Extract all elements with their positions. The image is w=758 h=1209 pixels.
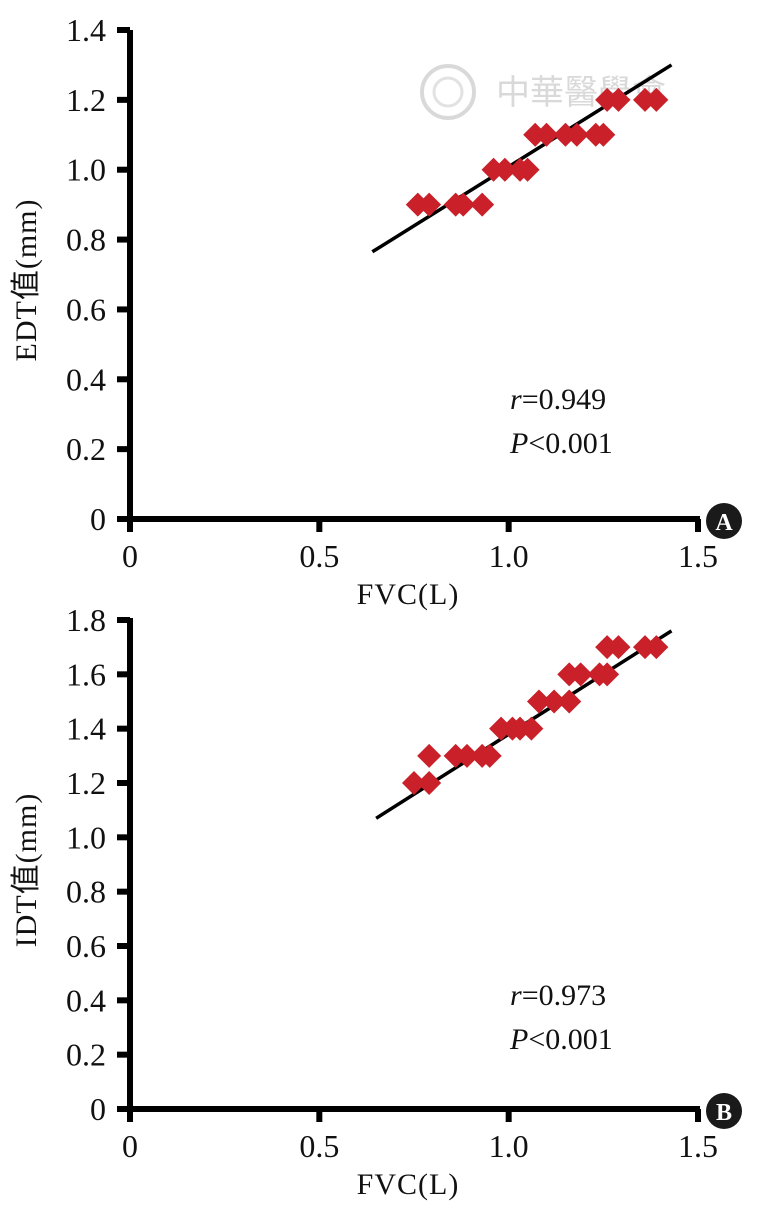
y-tick-label: 0.2 (66, 1037, 106, 1073)
data-point (526, 689, 551, 714)
x-tick-label: 0.5 (299, 1128, 339, 1164)
y-tick-label: 0.2 (66, 431, 106, 467)
y-tick-label: 0 (90, 501, 106, 537)
y-tick-label: 1.4 (66, 711, 106, 747)
data-point (417, 743, 442, 768)
data-point (451, 192, 476, 217)
y-tick-label: 0.4 (66, 361, 106, 397)
data-point (644, 635, 669, 660)
y-tick-label: 1.2 (66, 82, 106, 118)
y-tick-label: 0.8 (66, 222, 106, 258)
data-point (606, 635, 631, 660)
x-tick-label: 1.0 (489, 538, 529, 574)
y-tick-label: 1.8 (66, 602, 106, 638)
r-symbol: r (510, 383, 522, 416)
y-axis-title: IDT值(mm) (10, 793, 43, 948)
p-value-text: <0.001 (528, 427, 612, 460)
data-point (557, 689, 582, 714)
data-point (417, 192, 442, 217)
r-symbol: r (510, 979, 522, 1012)
y-tick-label: 0.8 (66, 874, 106, 910)
data-point (402, 771, 426, 795)
data-point (492, 157, 517, 182)
r-value: =0.949 (522, 383, 606, 416)
watermark-seal-icon (420, 64, 476, 120)
panel-letter: A (715, 510, 733, 536)
watermark-seal-inner (432, 76, 464, 108)
panel-letter: B (716, 1100, 732, 1126)
y-tick-label: 0.6 (66, 291, 106, 327)
p-value: P<0.001 (509, 427, 613, 460)
data-point (515, 157, 540, 182)
x-tick-label: 1.0 (489, 1128, 529, 1164)
data-point (417, 771, 442, 795)
data-point (595, 662, 620, 687)
y-axis-title: EDT值(mm) (10, 199, 43, 362)
p-symbol: P (509, 427, 528, 460)
data-point (470, 192, 495, 217)
x-axis-title: FVC(L) (357, 578, 460, 611)
y-tick-label: 1.2 (66, 765, 106, 801)
panel-badge-a: A (706, 503, 742, 539)
data-point (644, 87, 669, 112)
data-point (591, 122, 616, 147)
data-point (455, 743, 480, 768)
data-point (606, 87, 631, 112)
panel-badge-b: B (706, 1093, 742, 1129)
p-value: P<0.001 (509, 1023, 613, 1056)
chart-panel-b: 00.20.40.60.81.01.21.41.61.8 0 0.5 1.0 1.5 … (10, 602, 742, 1201)
p-value-text: <0.001 (528, 1023, 612, 1056)
data-point (564, 122, 589, 147)
data-point (542, 689, 567, 714)
y-tick-label: 1.0 (66, 152, 106, 188)
data-point (534, 122, 559, 147)
y-tick-label: 0.4 (66, 982, 106, 1018)
correlation-r: r=0.949 (510, 383, 606, 416)
data-point (477, 743, 502, 768)
watermark: 中華醫學會 (420, 64, 666, 120)
p-symbol: P (509, 1023, 528, 1056)
x-axis-title: FVC(L) (357, 1168, 460, 1201)
x-tick-label: 0.5 (299, 538, 339, 574)
data-point (519, 716, 544, 741)
x-tick-label: 1.5 (678, 1128, 718, 1164)
r-value: =0.973 (522, 979, 606, 1012)
x-tick-label: 1.5 (678, 538, 718, 574)
watermark-text: 中華醫學會 (496, 73, 666, 113)
y-tick-label: 1.6 (66, 656, 106, 692)
x-tick-label: 0 (122, 1128, 138, 1164)
y-tick-label: 1.0 (66, 819, 106, 855)
chart-panel-a: 0 0.2 0.4 0.6 0.8 1.0 1.2 1.4 0 0.5 1.0 1.5 FVC(L)… (10, 12, 742, 611)
y-tick-label: 1.4 (66, 12, 106, 48)
correlation-r: r=0.973 (510, 979, 606, 1012)
y-tick-label: 0 (90, 1091, 106, 1127)
data-point (568, 662, 593, 687)
x-tick-label: 0 (122, 538, 138, 574)
y-tick-label: 0.6 (66, 928, 106, 964)
